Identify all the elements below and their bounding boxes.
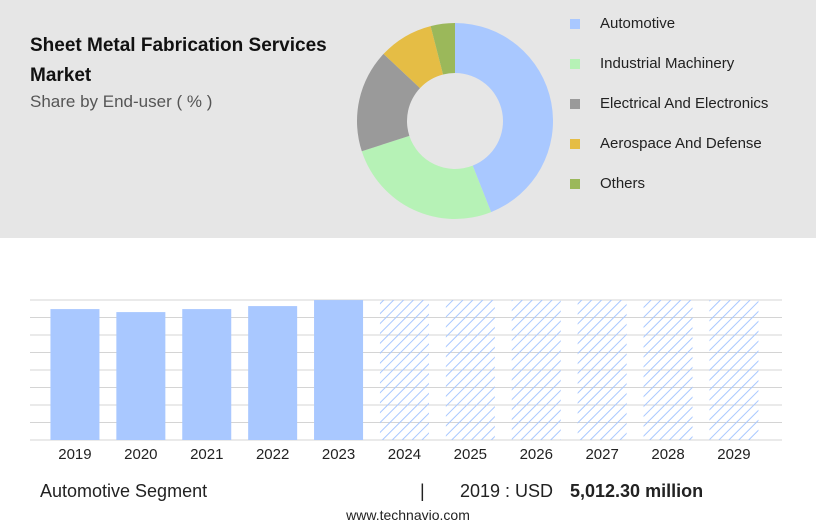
bar [248,306,298,440]
legend-label: Electrical And Electronics [600,95,768,112]
legend-swatch [570,99,580,109]
x-tick-label: 2020 [124,446,157,463]
forecast-placeholder [511,300,561,440]
legend-label: Aerospace And Defense [600,135,762,152]
legend-swatch [570,179,580,189]
bar [116,312,166,440]
forecast-placeholder [643,300,693,440]
x-tick-label: 2023 [322,446,355,463]
bar [182,309,232,440]
x-tick-label: 2022 [256,446,289,463]
x-tick-label: 2019 [58,446,91,463]
donut-slice [357,53,421,152]
forecast-placeholder [445,300,495,440]
legend-label: Automotive [600,15,675,32]
legend-swatch [570,139,580,149]
value-label: 5,012.30 million [570,481,704,501]
legend-swatch [570,19,580,29]
x-tick-label: 2026 [520,446,553,463]
chart-subtitle: Share by End-user ( % ) [30,92,213,111]
donut-slice [455,23,554,213]
forecast-placeholder [709,300,759,440]
legend-label: Others [600,175,645,192]
x-tick-label: 2028 [651,446,684,463]
donut-slice [383,26,444,89]
donut-slice [361,135,492,220]
year-label: 2019 : USD [460,481,554,501]
chart-title: Sheet Metal Fabrication Services Market [30,35,327,86]
x-tick-label: 2027 [585,446,618,463]
x-tick-label: 2024 [388,446,421,463]
donut-slice [430,23,455,75]
segment-label: Automotive Segment [40,481,208,501]
x-tick-label: 2025 [454,446,487,463]
separator: | [420,481,425,501]
x-tick-label: 2029 [717,446,750,463]
legend-swatch [570,59,580,69]
forecast-placeholder [379,300,429,440]
site: www.technavio.com [346,507,470,523]
forecast-placeholder [577,300,627,440]
legend-label: Industrial Machinery [600,55,735,72]
bar [314,300,364,440]
bar [50,309,100,440]
x-tick-label: 2021 [190,446,223,463]
